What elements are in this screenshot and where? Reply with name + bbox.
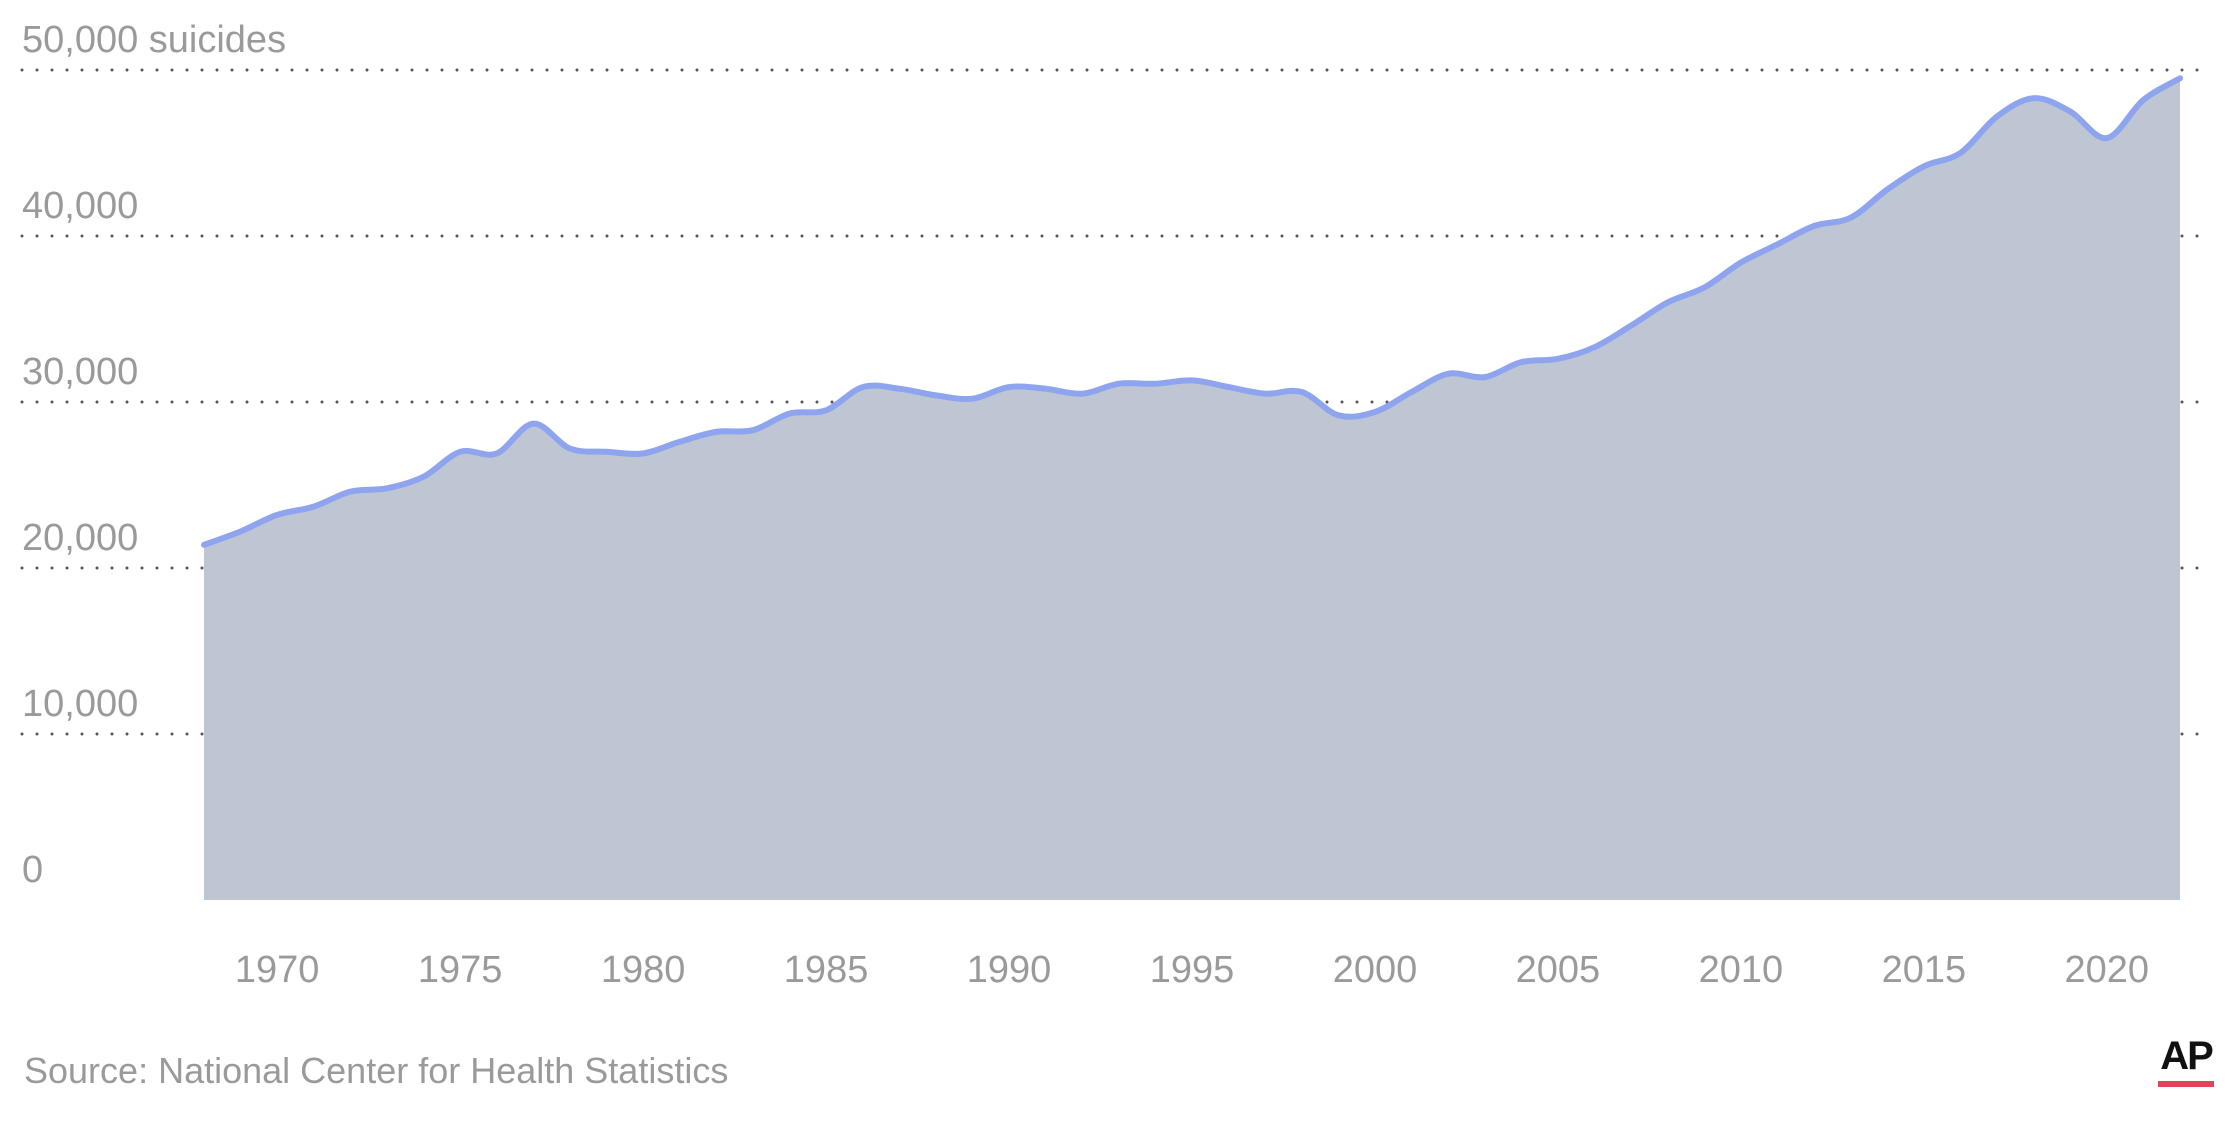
y-axis-labels: 50,000 suicides 40,000 30,000 20,000 10,000 0 [22,19,286,891]
ap-logo-text: AP [2160,1034,2214,1078]
ap-logo: AP [2158,1035,2214,1087]
source-note: Source: National Center for Health Stati… [24,1050,729,1091]
y-tick-label-30000: 30,000 [22,351,138,393]
x-tick-label-1985: 1985 [784,949,869,991]
x-tick-label-2020: 2020 [2065,949,2150,991]
x-tick-label-1990: 1990 [967,949,1052,991]
x-tick-label-2015: 2015 [1882,949,1967,991]
x-axis-labels: 1970 1975 1980 1985 1990 1995 2000 2005 2010 2015… [235,949,2149,991]
suicides-area-chart: 50,000 suicides 40,000 30,000 20,000 10,000 0… [20,19,2202,991]
x-tick-label-2010: 2010 [1699,949,1784,991]
y-tick-label-40000: 40,000 [22,185,138,227]
y-tick-label-0: 0 [22,849,43,891]
x-tick-label-1980: 1980 [601,949,686,991]
y-tick-label-10000: 10,000 [22,683,138,725]
y-tick-label-20000: 20,000 [22,517,138,559]
series-line [201,75,2183,548]
x-tick-label-1995: 1995 [1150,949,1235,991]
ap-logo-underline [2158,1081,2214,1087]
x-tick-label-2005: 2005 [1516,949,1601,991]
area-fill [204,78,2180,901]
y-tick-label-50000: 50,000 suicides [22,19,286,61]
x-tick-label-1970: 1970 [235,949,320,991]
x-tick-label-2000: 2000 [1333,949,1418,991]
x-tick-label-1975: 1975 [418,949,503,991]
